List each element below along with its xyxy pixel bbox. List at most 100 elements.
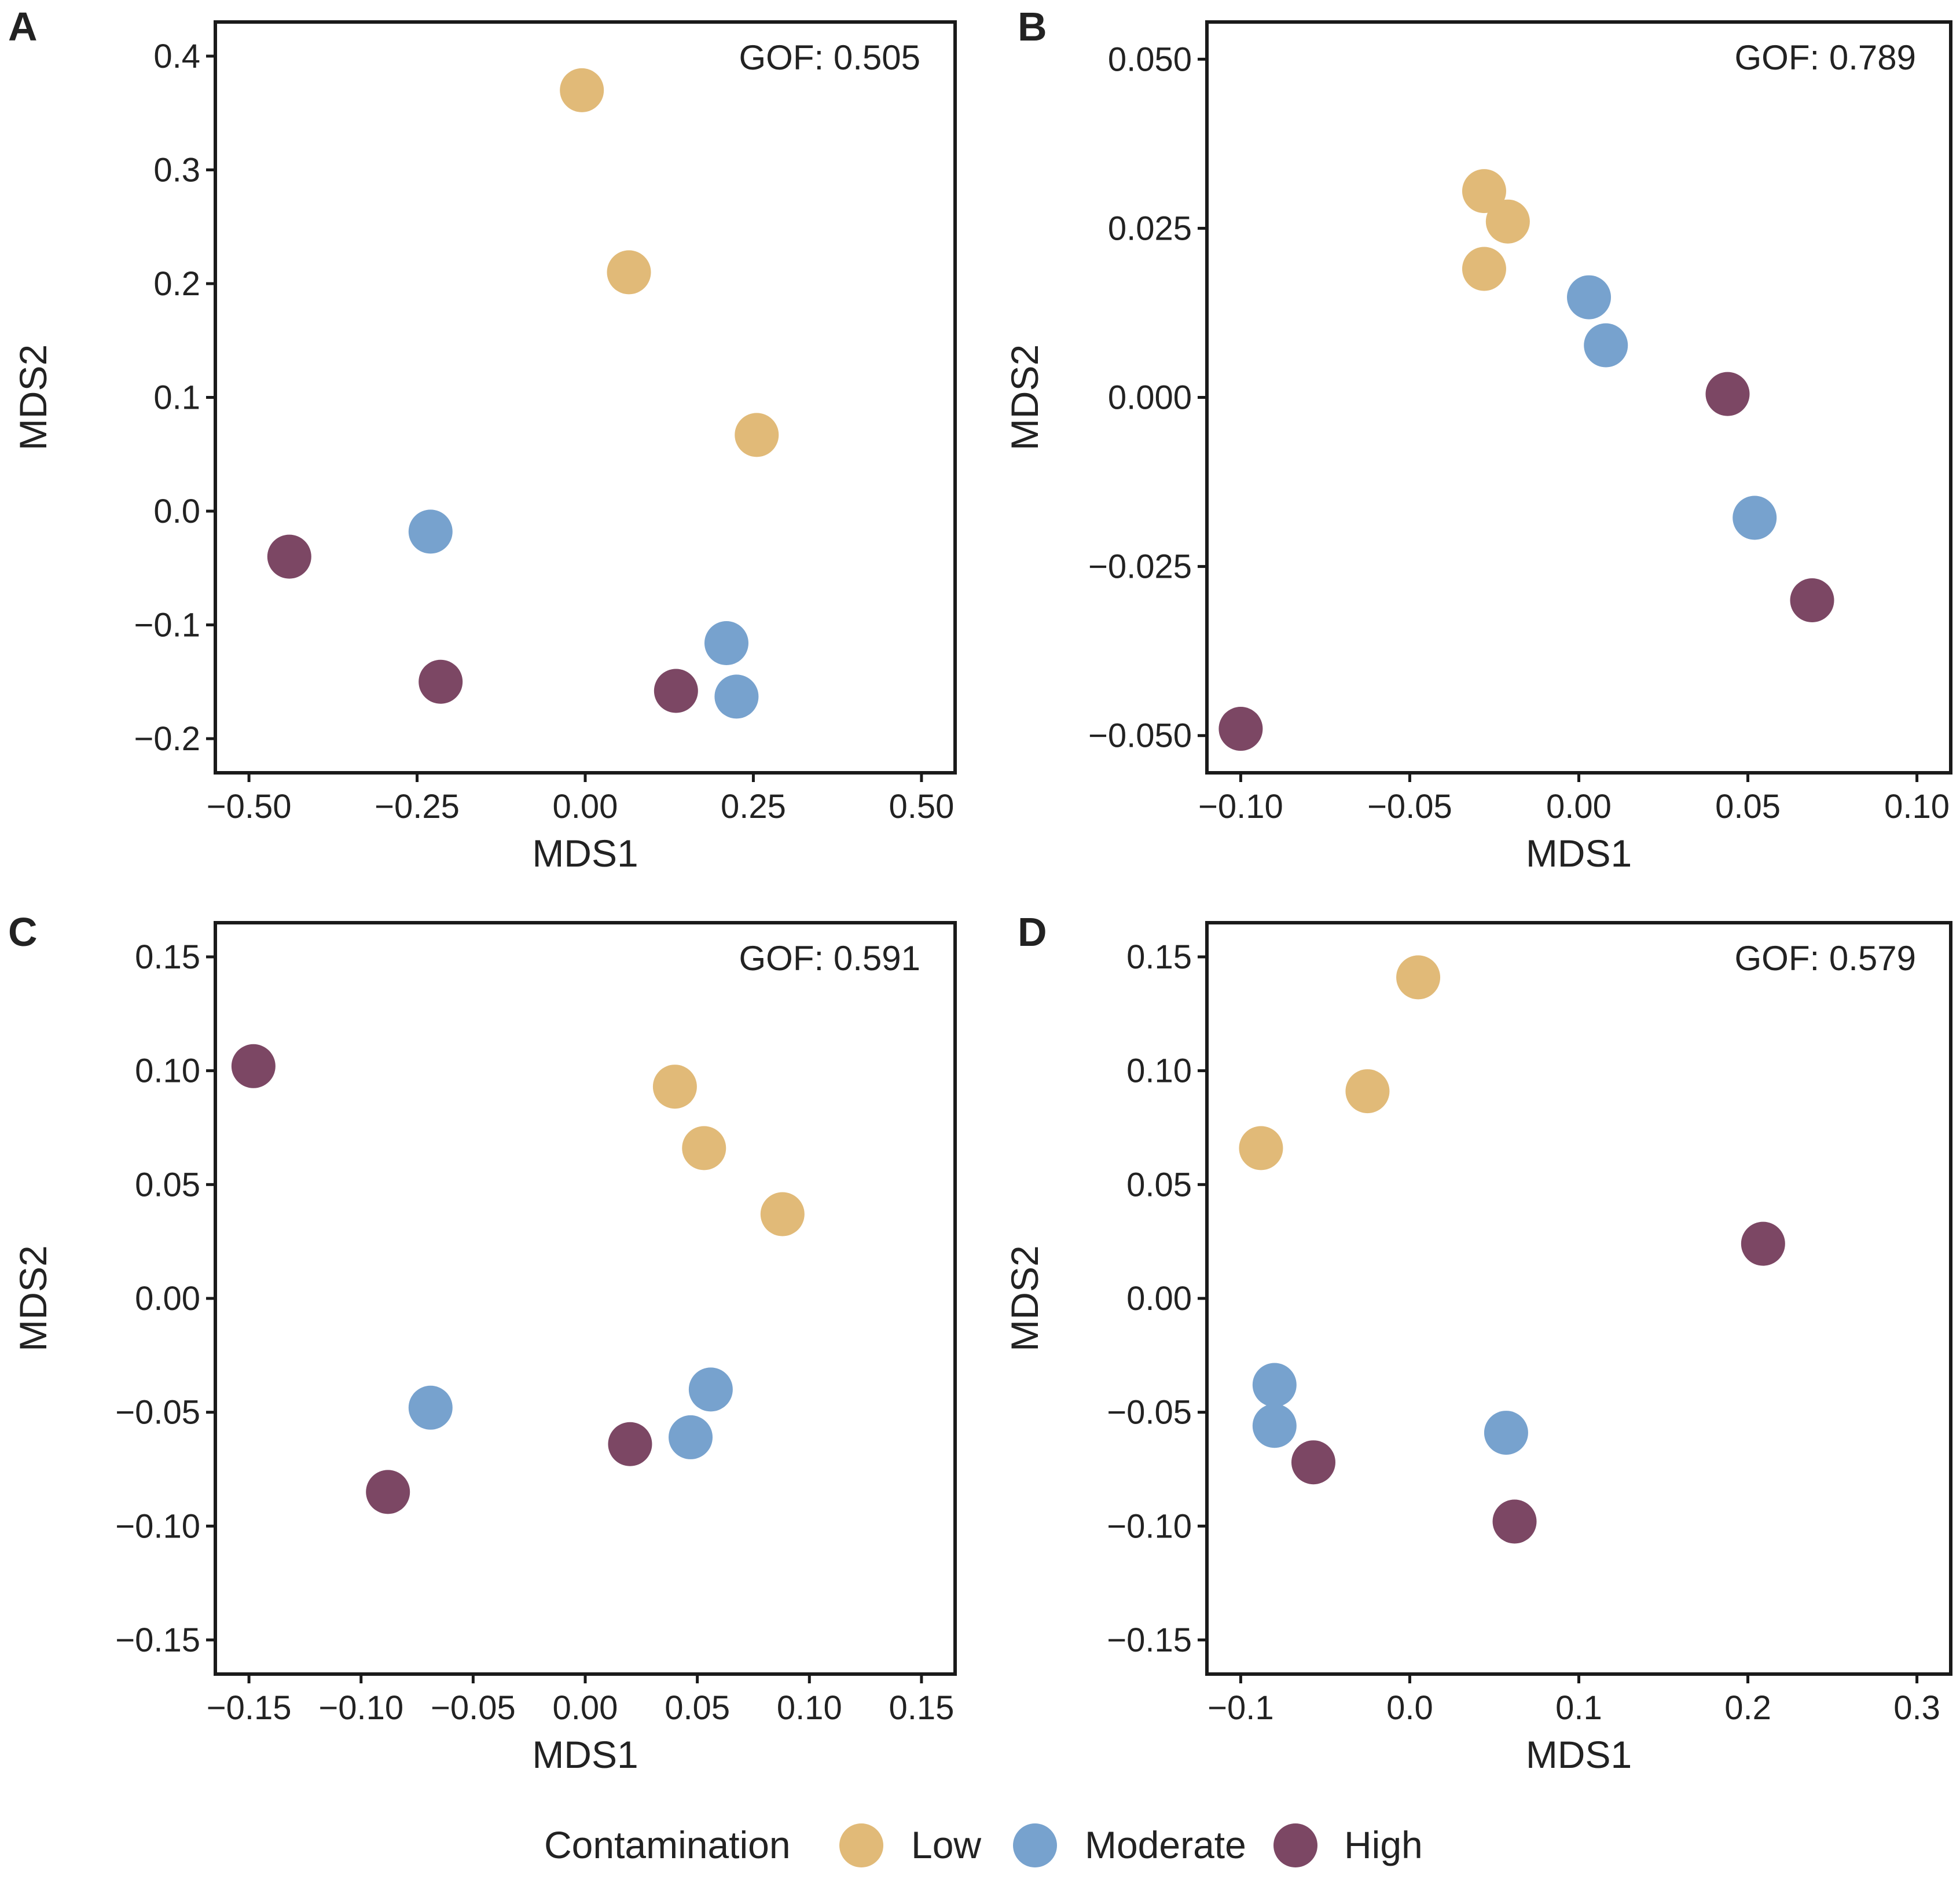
point-low: [1345, 1069, 1390, 1114]
legend-items: Low Moderate High: [839, 1823, 1423, 1867]
point-moderate: [704, 621, 748, 665]
point-low: [1462, 169, 1506, 214]
point-moderate: [1584, 323, 1628, 368]
x-tick-label: 0.25: [721, 788, 786, 825]
x-tick-label: −0.15: [207, 1689, 292, 1727]
panel-d: D −0.15 −0.10 −0.05 0.00 0.05 0.10 0.15 −0.1 0.0 0…: [1003, 909, 1952, 1776]
panel-letter: C: [8, 909, 38, 955]
y-axis-title: MDS2: [1003, 1245, 1046, 1351]
x-axis-title: MDS1: [1526, 1733, 1632, 1776]
y-tick-label: −0.15: [115, 1621, 200, 1659]
x-tick-label: −0.10: [1198, 788, 1283, 825]
y-tick-label: 0.025: [1108, 210, 1192, 247]
point-moderate: [408, 509, 453, 554]
y-tick-label: 0.3: [153, 151, 200, 189]
panel-letter: B: [1018, 4, 1047, 49]
y-tick-label: −0.050: [1088, 717, 1192, 755]
point-high: [654, 669, 698, 713]
y-tick-label: −0.025: [1088, 548, 1192, 586]
x-tick-label: 0.00: [553, 1689, 618, 1727]
x-tick-label: −0.05: [1367, 788, 1452, 825]
x-tick-label: −0.25: [375, 788, 460, 825]
point-low: [652, 1065, 697, 1109]
y-tick-label: 0.2: [153, 265, 200, 303]
legend-swatch: [1013, 1823, 1057, 1867]
y-tick-label: 0.000: [1108, 379, 1192, 417]
legend-swatch: [839, 1823, 883, 1867]
point-moderate: [688, 1367, 733, 1412]
x-tick-label: 0.0: [1386, 1689, 1433, 1727]
panel-c: C −0.15 −0.10 −0.05 0.00 0.05 0.10 0.15 −0.15 −0.…: [8, 909, 957, 1776]
x-tick-label: 0.15: [889, 1689, 954, 1727]
point-high: [419, 659, 463, 704]
point-high: [1492, 1499, 1537, 1544]
y-tick-label: 0.10: [1126, 1052, 1192, 1090]
panel-letter: A: [8, 4, 38, 49]
x-tick-label: 0.3: [1893, 1689, 1940, 1727]
legend-swatch: [1273, 1823, 1317, 1867]
y-tick-label: 0.00: [135, 1280, 200, 1317]
point-high: [231, 1044, 276, 1088]
x-tick-label: −0.1: [1207, 1689, 1274, 1727]
point-low: [1485, 199, 1530, 244]
y-tick-label: 0.05: [135, 1166, 200, 1203]
gof-annotation: GOF: 0.505: [739, 38, 920, 77]
legend-label: High: [1344, 1823, 1423, 1866]
point-moderate: [1252, 1363, 1297, 1407]
x-axis-title: MDS1: [532, 1733, 638, 1776]
legend-label: Low: [911, 1823, 981, 1866]
point-low: [1396, 955, 1441, 1000]
y-tick-label: −0.05: [1107, 1394, 1192, 1432]
y-tick-label: 0.1: [153, 379, 200, 417]
point-low: [1239, 1126, 1283, 1170]
y-tick-label: 0.4: [153, 38, 200, 75]
x-axis-title: MDS1: [532, 832, 638, 875]
y-tick-label: 0.05: [1126, 1166, 1192, 1203]
legend-label: Moderate: [1085, 1823, 1246, 1866]
point-low: [560, 68, 604, 112]
point-low: [735, 413, 779, 457]
y-tick-label: 0.15: [1126, 938, 1192, 976]
legend: Contamination Low Moderate High: [544, 1823, 1423, 1867]
point-high: [1218, 707, 1263, 751]
x-tick-label: 0.05: [665, 1689, 730, 1727]
gof-annotation: GOF: 0.579: [1735, 939, 1916, 978]
y-tick-label: −0.10: [115, 1507, 200, 1545]
y-tick-label: 0.10: [135, 1052, 200, 1090]
x-tick-label: 0.1: [1555, 1689, 1602, 1727]
point-moderate: [669, 1415, 713, 1459]
y-tick-label: 0.0: [153, 493, 200, 530]
y-tick-label: −0.1: [134, 607, 201, 644]
y-axis-title: MDS2: [12, 1245, 54, 1351]
y-tick-label: −0.2: [134, 720, 201, 758]
point-low: [760, 1192, 805, 1236]
point-moderate: [1567, 275, 1612, 320]
legend-item-moderate: Moderate: [1013, 1823, 1246, 1867]
x-tick-label: 0.00: [1546, 788, 1612, 825]
x-tick-label: −0.50: [207, 788, 292, 825]
x-tick-label: −0.05: [431, 1689, 516, 1727]
y-axis-title: MDS2: [1003, 344, 1046, 450]
point-high: [267, 534, 311, 579]
point-moderate: [1252, 1404, 1297, 1448]
point-low: [607, 250, 651, 295]
x-tick-label: 0.00: [553, 788, 618, 825]
panels: A −0.2 −0.1 0.0 0.1 0.2 0.3 0.4 −0.50 −0.25 0.00 0.…: [8, 4, 1952, 1776]
y-tick-label: −0.15: [1107, 1621, 1192, 1659]
panel-b: B −0.050 −0.025 0.000 0.025 0.050 −0.10 −0.05 0.…: [1003, 4, 1952, 875]
x-tick-label: 0.10: [777, 1689, 842, 1727]
point-high: [1291, 1440, 1335, 1485]
legend-title: Contamination: [544, 1823, 791, 1866]
point-moderate: [714, 674, 759, 719]
point-low: [682, 1126, 726, 1170]
point-high: [608, 1422, 652, 1466]
point-high: [1705, 372, 1750, 416]
point-moderate: [1733, 496, 1777, 540]
point-high: [1790, 578, 1834, 623]
y-tick-label: 0.00: [1126, 1280, 1192, 1317]
panel-a: A −0.2 −0.1 0.0 0.1 0.2 0.3 0.4 −0.50 −0.25 0.00 0.…: [8, 4, 957, 875]
x-tick-label: 0.2: [1724, 1689, 1771, 1727]
legend-item-low: Low: [839, 1823, 981, 1867]
